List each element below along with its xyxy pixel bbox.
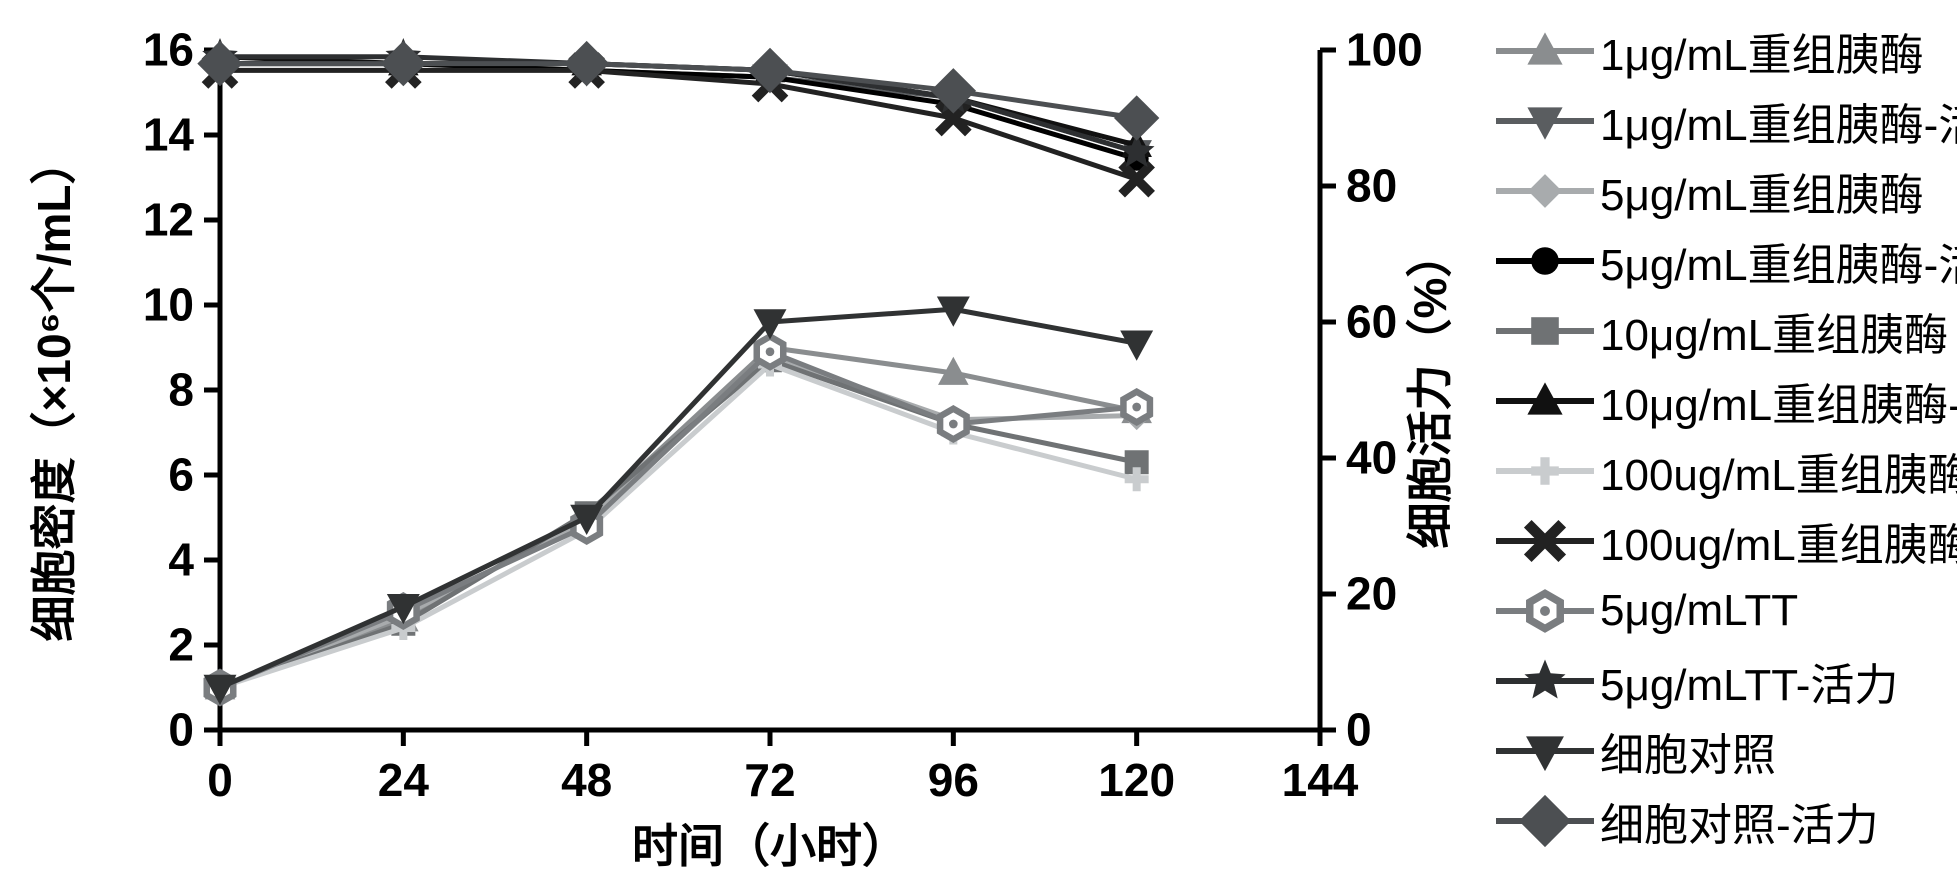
legend-label: 1μg/mL重组胰酶 — [1600, 19, 1924, 83]
y-right-tick-label: 80 — [1346, 159, 1397, 211]
x-tick-label: 48 — [561, 754, 612, 806]
legend-swatch — [1490, 646, 1600, 716]
legend-item: 5μg/mLTT-活力 — [1490, 646, 1957, 716]
legend-item: 细胞对照-活力 — [1490, 786, 1957, 856]
legend-item: 100ug/mL重组胰酶-活力 — [1490, 506, 1957, 576]
y-left-tick-label: 0 — [168, 703, 194, 755]
y-left-tick-label: 2 — [168, 618, 194, 670]
y-left-tick-label: 16 — [143, 23, 194, 75]
legend-label: 细胞对照-活力 — [1600, 789, 1879, 853]
legend-swatch — [1490, 226, 1600, 296]
legend-item: 100ug/mL重组胰酶 — [1490, 436, 1957, 506]
y-left-tick-label: 12 — [143, 193, 194, 245]
y-left-tick-label: 8 — [168, 363, 194, 415]
legend-swatch — [1490, 296, 1600, 366]
y-right-tick-label: 40 — [1346, 431, 1397, 483]
y-left-tick-label: 10 — [143, 278, 194, 330]
legend-label: 100ug/mL重组胰酶 — [1600, 439, 1957, 503]
legend-label: 5μg/mL重组胰酶 — [1600, 159, 1924, 223]
y-left-axis-label: 细胞密度（×10⁶个/mL） — [28, 139, 80, 642]
legend-label: 100ug/mL重组胰酶-活力 — [1600, 509, 1957, 573]
x-tick-label: 24 — [378, 754, 430, 806]
legend-label: 5μg/mLTT-活力 — [1600, 649, 1898, 713]
legend-swatch — [1490, 786, 1600, 856]
legend-item: 5μg/mLTT — [1490, 576, 1957, 646]
y-right-tick-label: 60 — [1346, 295, 1397, 347]
x-axis-label: 时间（小时） — [632, 820, 908, 872]
legend-label: 1μg/mL重组胰酶-活力 — [1600, 89, 1957, 153]
legend: 1μg/mL重组胰酶1μg/mL重组胰酶-活力5μg/mL重组胰酶5μg/mL重… — [1490, 16, 1957, 856]
legend-swatch — [1490, 156, 1600, 226]
y-left-tick-label: 14 — [143, 108, 195, 160]
y-left-tick-label: 6 — [168, 448, 194, 500]
legend-swatch — [1490, 716, 1600, 786]
y-right-tick-label: 20 — [1346, 567, 1397, 619]
legend-label: 10μg/mL重组胰酶-活力 — [1600, 369, 1957, 433]
legend-label: 5μg/mL重组胰酶-活力 — [1600, 229, 1957, 293]
legend-swatch — [1490, 576, 1600, 646]
x-tick-label: 96 — [928, 754, 979, 806]
y-right-axis-label: 细胞活力（%） — [1404, 232, 1456, 549]
legend-swatch — [1490, 436, 1600, 506]
legend-swatch — [1490, 366, 1600, 436]
legend-swatch — [1490, 86, 1600, 156]
legend-item: 10μg/mL重组胰酶 — [1490, 296, 1957, 366]
legend-item: 1μg/mL重组胰酶-活力 — [1490, 86, 1957, 156]
y-left-tick-label: 4 — [168, 533, 194, 585]
x-tick-label: 144 — [1282, 754, 1359, 806]
x-tick-label: 120 — [1098, 754, 1175, 806]
legend-item: 细胞对照 — [1490, 716, 1957, 786]
legend-item: 5μg/mL重组胰酶-活力 — [1490, 226, 1957, 296]
y-right-tick-label: 0 — [1346, 703, 1372, 755]
legend-item: 5μg/mL重组胰酶 — [1490, 156, 1957, 226]
legend-swatch — [1490, 506, 1600, 576]
legend-label: 细胞对照 — [1600, 719, 1776, 783]
legend-label: 10μg/mL重组胰酶 — [1600, 299, 1948, 363]
legend-swatch — [1490, 16, 1600, 86]
legend-item: 10μg/mL重组胰酶-活力 — [1490, 366, 1957, 436]
chart-root: 0244872961201440246810121416020406080100… — [0, 0, 1957, 876]
x-tick-label: 72 — [744, 754, 795, 806]
legend-label: 5μg/mLTT — [1600, 586, 1798, 636]
x-tick-label: 0 — [207, 754, 233, 806]
y-right-tick-label: 100 — [1346, 23, 1423, 75]
legend-item: 1μg/mL重组胰酶 — [1490, 16, 1957, 86]
